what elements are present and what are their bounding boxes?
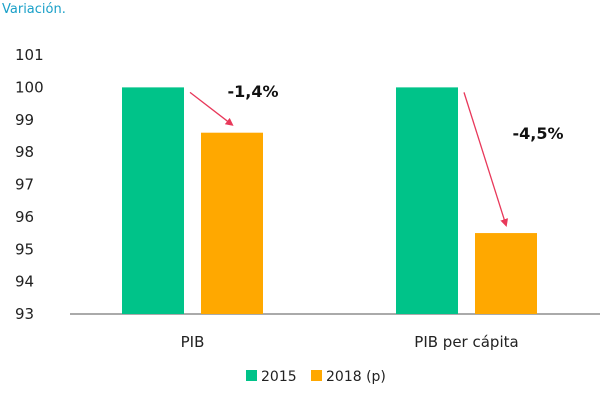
x-category-label: PIB [181,333,205,351]
bar-2018-pib [201,132,263,314]
bar-2015-pib [122,87,184,314]
change-annotation: -4,5% [512,124,563,143]
y-tick-label: 101 [15,46,44,64]
change-arrow [463,92,509,227]
legend-label: 2015 [261,369,297,385]
chart-subtitle: Variación. [2,2,66,17]
legend-label: 2018 (p) [326,369,386,385]
change-annotation: -1,4% [227,82,278,101]
y-tick-label: 96 [15,208,34,226]
legend-swatch [246,370,257,381]
change-arrow [189,91,234,126]
legend-swatch [311,370,322,381]
y-tick-label: 94 [15,273,34,291]
y-tick-label: 95 [15,240,34,258]
y-tick-label: 100 [15,78,44,96]
x-category-label: PIB per cápita [414,333,518,351]
y-tick-label: 99 [15,111,34,129]
bar-2018-pib-per-capita [475,233,537,314]
y-tick-label: 93 [15,305,34,323]
y-tick-label: 97 [15,176,34,194]
y-tick-label: 98 [15,143,34,161]
bar-2015-pib-per-capita [396,87,458,314]
